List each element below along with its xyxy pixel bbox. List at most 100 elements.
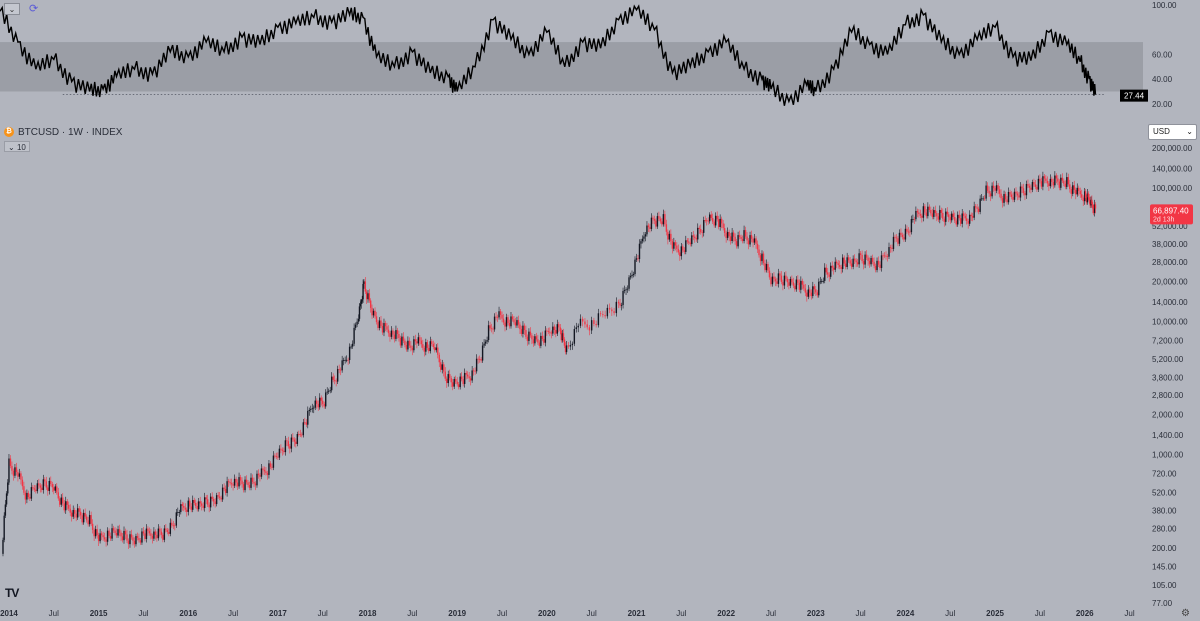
candle	[69, 504, 71, 517]
time-tick-label: Jul	[318, 609, 328, 618]
candle	[868, 257, 871, 268]
candle	[296, 431, 299, 447]
candle	[703, 216, 705, 237]
symbol-legend[interactable]: ₿ BTCUSD · 1W · INDEX	[4, 126, 122, 138]
candle	[729, 233, 732, 245]
candle	[833, 265, 835, 275]
candle	[709, 212, 711, 224]
price-tick-label: 1,400.00	[1152, 431, 1184, 440]
candle	[483, 339, 485, 348]
candle	[665, 219, 668, 236]
candle	[233, 474, 236, 489]
candle	[36, 479, 39, 494]
indicator-collapse-toggle[interactable]: ⌄ 10	[4, 141, 30, 152]
candle	[87, 516, 89, 527]
price-tick-label: 280.00	[1152, 524, 1177, 533]
candle	[743, 225, 745, 244]
candle	[670, 229, 672, 245]
candle	[358, 303, 361, 322]
candle	[487, 320, 490, 343]
candle	[555, 326, 557, 338]
candle	[360, 299, 362, 309]
candle	[88, 510, 91, 527]
candle	[537, 334, 539, 345]
candle	[1051, 176, 1053, 187]
candle	[691, 232, 693, 247]
candle	[33, 484, 36, 493]
candle	[256, 470, 258, 488]
candle	[1022, 183, 1025, 196]
candle	[66, 498, 68, 510]
candle	[1054, 171, 1056, 188]
candle	[597, 308, 600, 328]
candle	[1073, 180, 1075, 194]
gear-icon[interactable]: ⚙	[1181, 608, 1190, 619]
candle	[224, 485, 227, 496]
candle	[1010, 191, 1013, 200]
price-axis[interactable]: 200,000.00140,000.00100,000.0070,000.005…	[1152, 144, 1193, 608]
candle	[501, 311, 503, 323]
currency-select[interactable]: USD ⌄	[1148, 124, 1197, 140]
collapse-pane-button[interactable]: ⌄	[4, 3, 20, 15]
candle	[840, 264, 842, 274]
candle	[720, 216, 723, 229]
candle	[556, 319, 559, 336]
candle	[332, 373, 334, 383]
candle	[129, 530, 131, 548]
candle	[910, 215, 913, 235]
candle	[894, 234, 896, 243]
candle	[921, 213, 923, 223]
candle	[469, 376, 472, 386]
candle	[217, 491, 219, 499]
candle	[127, 538, 130, 549]
candle	[289, 443, 291, 454]
candle	[731, 228, 733, 244]
candle	[876, 257, 878, 273]
candle	[23, 481, 25, 496]
candle	[951, 211, 953, 223]
candle	[931, 208, 934, 220]
candle	[788, 278, 790, 290]
last-price-badge: 66,897.40 2d 13h	[1150, 204, 1193, 225]
candle	[329, 386, 331, 394]
candle	[62, 493, 64, 506]
candle	[682, 244, 684, 253]
time-axis[interactable]: 2014 Jul 2015 Jul 2016 Jul 2017 Jul 2018 Jul 2019 J…	[0, 609, 1135, 618]
candle	[844, 260, 847, 270]
time-tick-label: 2019	[448, 609, 466, 618]
candle	[514, 317, 517, 328]
candle	[1024, 190, 1026, 201]
candle	[308, 407, 310, 416]
candle	[1084, 187, 1086, 205]
candle	[898, 229, 901, 247]
candle	[26, 489, 28, 504]
candle	[39, 483, 42, 493]
candle	[704, 215, 706, 223]
candle	[680, 242, 683, 260]
candle	[652, 215, 654, 224]
candle	[106, 527, 109, 546]
sync-icon[interactable]: ⟳	[29, 3, 39, 15]
candle	[1069, 179, 1071, 193]
candle	[855, 258, 857, 268]
chevron-down-icon: ⌄	[8, 5, 16, 14]
candle	[220, 495, 222, 502]
candle	[694, 234, 696, 243]
candle	[310, 405, 312, 413]
candle	[323, 401, 325, 409]
candle	[590, 316, 593, 335]
candle	[661, 218, 663, 227]
candle	[879, 261, 881, 271]
price-tick-label: 100,000.00	[1152, 184, 1193, 193]
candle	[750, 230, 753, 243]
candle	[659, 216, 662, 224]
candle	[209, 493, 212, 511]
candle	[11, 461, 13, 475]
candle	[221, 484, 224, 502]
candle	[853, 254, 856, 265]
candle	[1049, 174, 1052, 189]
candle	[912, 214, 914, 223]
candle	[53, 483, 55, 495]
candle	[251, 474, 254, 485]
